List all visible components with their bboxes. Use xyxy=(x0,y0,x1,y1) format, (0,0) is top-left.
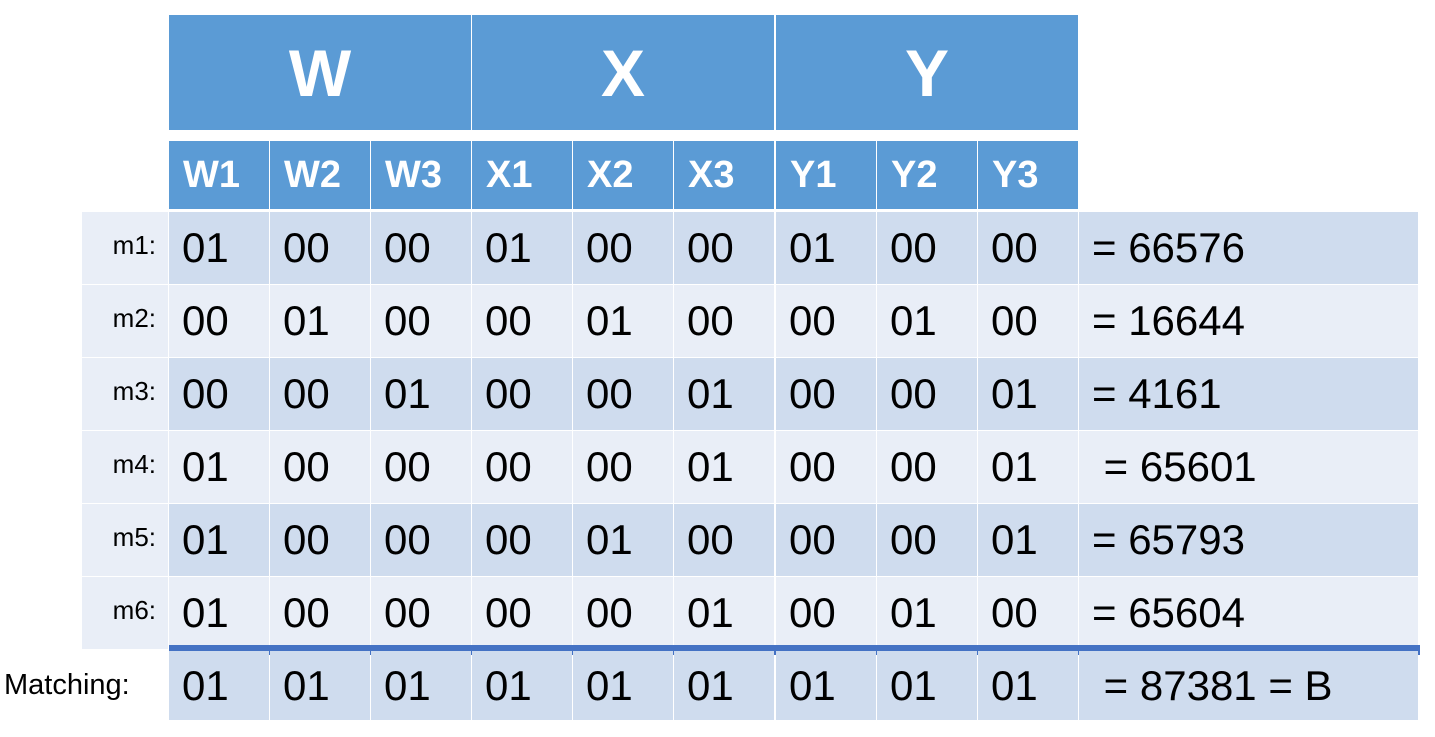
table-cell: 01 xyxy=(674,431,774,503)
row-result: = 65604 xyxy=(1079,577,1418,649)
matching-cell: 01 xyxy=(573,651,673,720)
table-cell: 00 xyxy=(674,285,774,357)
table-cell: 00 xyxy=(472,358,572,430)
matching-divider-line xyxy=(169,645,1420,655)
group-header-x: X xyxy=(472,15,774,130)
table-cell: 01 xyxy=(371,358,471,430)
matching-cell: 01 xyxy=(472,651,572,720)
table-cell: 00 xyxy=(472,431,572,503)
row-label: m2: xyxy=(82,285,168,357)
column-header-x3: X3 xyxy=(674,141,774,209)
table-cell: 00 xyxy=(371,431,471,503)
table-cell: 00 xyxy=(472,504,572,576)
table-cell: 00 xyxy=(877,504,977,576)
table-cell: 00 xyxy=(978,285,1078,357)
table-cell: 01 xyxy=(573,285,673,357)
row-result: = 65601 xyxy=(1079,431,1418,503)
group-header-y: Y xyxy=(776,15,1078,130)
matching-cell: 01 xyxy=(978,651,1078,720)
row-label: m3: xyxy=(82,358,168,430)
table-cell: 00 xyxy=(877,212,977,284)
table-cell: 00 xyxy=(371,504,471,576)
table-cell: 01 xyxy=(674,358,774,430)
table-cell: 00 xyxy=(270,431,370,503)
column-header-w3: W3 xyxy=(371,141,471,209)
table-cell: 00 xyxy=(169,285,269,357)
row-label: m5: xyxy=(82,504,168,576)
row-label: m6: xyxy=(82,577,168,649)
table-cell: 00 xyxy=(776,504,876,576)
table-cell: 01 xyxy=(877,577,977,649)
table-cell: 00 xyxy=(877,431,977,503)
table-cell: 00 xyxy=(270,504,370,576)
matching-cell: 01 xyxy=(877,651,977,720)
table-cell: 00 xyxy=(776,431,876,503)
table-cell: 00 xyxy=(371,285,471,357)
table-cell: 01 xyxy=(270,285,370,357)
table-cell: 00 xyxy=(169,358,269,430)
matching-cell: 01 xyxy=(776,651,876,720)
row-result: = 65793 xyxy=(1079,504,1418,576)
row-label: m1: xyxy=(82,212,168,284)
row-label: m4: xyxy=(82,431,168,503)
table-cell: 01 xyxy=(573,504,673,576)
row-result: = 16644 xyxy=(1079,285,1418,357)
table-cell: 01 xyxy=(776,212,876,284)
table-cell: 00 xyxy=(573,431,673,503)
table-cell: 01 xyxy=(877,285,977,357)
table-cell: 01 xyxy=(169,504,269,576)
column-header-w2: W2 xyxy=(270,141,370,209)
column-header-y3: Y3 xyxy=(978,141,1078,209)
table-cell: 00 xyxy=(270,358,370,430)
table-cell: 01 xyxy=(978,431,1078,503)
matching-cell: 01 xyxy=(371,651,471,720)
table-cell: 00 xyxy=(877,358,977,430)
column-header-y1: Y1 xyxy=(776,141,876,209)
column-header-w1: W1 xyxy=(169,141,269,209)
table-cell: 00 xyxy=(270,577,370,649)
table-cell: 00 xyxy=(978,577,1078,649)
table-cell: 00 xyxy=(978,212,1078,284)
matching-result: = 87381 = B xyxy=(1079,651,1418,720)
table-cell: 00 xyxy=(371,212,471,284)
table-cell: 01 xyxy=(472,212,572,284)
matching-cell: 01 xyxy=(169,651,269,720)
table-cell: 00 xyxy=(270,212,370,284)
matching-cell: 01 xyxy=(270,651,370,720)
table-cell: 00 xyxy=(674,504,774,576)
table-cell: 00 xyxy=(776,358,876,430)
table-cell: 00 xyxy=(371,577,471,649)
table-cell: 01 xyxy=(169,212,269,284)
table-cell: 00 xyxy=(674,212,774,284)
table-cell: 00 xyxy=(573,358,673,430)
group-header-w: W xyxy=(169,15,471,130)
table-cell: 00 xyxy=(472,285,572,357)
table-cell: 00 xyxy=(573,577,673,649)
matching-label: Matching: xyxy=(4,669,130,701)
table-cell: 00 xyxy=(776,577,876,649)
row-result: = 4161 xyxy=(1079,358,1418,430)
table-cell: 00 xyxy=(776,285,876,357)
matching-cell: 01 xyxy=(674,651,774,720)
column-header-y2: Y2 xyxy=(877,141,977,209)
table-cell: 01 xyxy=(169,431,269,503)
table-cell: 00 xyxy=(472,577,572,649)
table-cell: 01 xyxy=(978,504,1078,576)
table-cell: 01 xyxy=(674,577,774,649)
column-header-x1: X1 xyxy=(472,141,572,209)
row-result: = 66576 xyxy=(1079,212,1418,284)
table-cell: 00 xyxy=(573,212,673,284)
column-header-x2: X2 xyxy=(573,141,673,209)
table-cell: 01 xyxy=(978,358,1078,430)
table-cell: 01 xyxy=(169,577,269,649)
